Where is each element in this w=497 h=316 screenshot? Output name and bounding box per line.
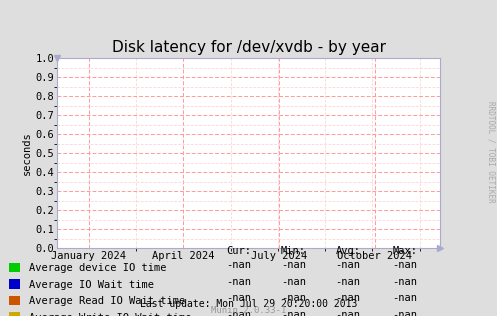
Text: Min:: Min:	[281, 246, 306, 256]
Text: -nan: -nan	[393, 260, 417, 270]
Text: Cur:: Cur:	[226, 246, 251, 256]
Text: RRDTOOL / TOBI OETIKER: RRDTOOL / TOBI OETIKER	[487, 101, 496, 203]
Text: -nan: -nan	[335, 293, 360, 303]
Text: -nan: -nan	[226, 277, 251, 287]
Text: -nan: -nan	[281, 293, 306, 303]
Text: -nan: -nan	[335, 310, 360, 316]
Text: Last update: Mon Jul 29 20:20:00 2013: Last update: Mon Jul 29 20:20:00 2013	[140, 299, 357, 309]
Text: Average Read IO Wait time: Average Read IO Wait time	[29, 296, 185, 306]
Y-axis label: seconds: seconds	[21, 131, 31, 175]
Text: -nan: -nan	[393, 310, 417, 316]
Text: -nan: -nan	[281, 310, 306, 316]
Text: -nan: -nan	[335, 260, 360, 270]
Text: Munin 2.0.33-1: Munin 2.0.33-1	[211, 307, 286, 315]
Title: Disk latency for /dev/xvdb - by year: Disk latency for /dev/xvdb - by year	[111, 40, 386, 55]
Text: -nan: -nan	[281, 260, 306, 270]
Text: Average IO Wait time: Average IO Wait time	[29, 280, 154, 290]
Text: -nan: -nan	[335, 277, 360, 287]
Text: Max:: Max:	[393, 246, 417, 256]
Text: -nan: -nan	[226, 260, 251, 270]
Text: -nan: -nan	[281, 277, 306, 287]
Text: Avg:: Avg:	[335, 246, 360, 256]
Text: -nan: -nan	[393, 293, 417, 303]
Text: -nan: -nan	[393, 277, 417, 287]
Text: Average Write IO Wait time: Average Write IO Wait time	[29, 313, 191, 316]
Text: -nan: -nan	[226, 293, 251, 303]
Text: -nan: -nan	[226, 310, 251, 316]
Text: Average device IO time: Average device IO time	[29, 263, 166, 273]
